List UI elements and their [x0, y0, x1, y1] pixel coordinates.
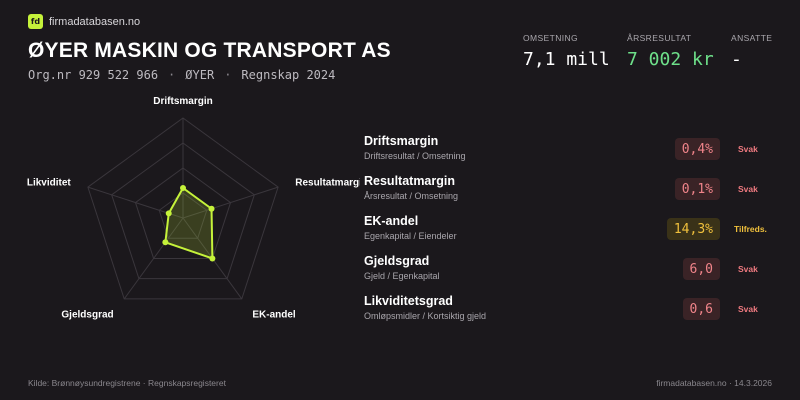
- metric-driftsmargin: Driftsmargin Driftsresultat / Omsetning …: [364, 134, 784, 174]
- radar-axis-line: [123, 217, 184, 300]
- radar-point: [208, 205, 215, 212]
- meta-separator: ·: [224, 68, 232, 82]
- brand-name: firmadatabasen.no: [49, 15, 141, 28]
- company-meta: Org.nr 929 522 966 · ØYER · Regnskap 202…: [28, 68, 335, 82]
- metric-gjeldsgrad: Gjeldsgrad Gjeld / Egenkapital 6,0 Svak: [364, 254, 784, 294]
- metric-status: Svak: [738, 144, 758, 154]
- metric-formula: Årsresultat / Omsetning: [364, 191, 459, 201]
- radar-labels: Driftsmargin Resultatmargin EK-andel Gjelds…: [27, 96, 360, 320]
- meta-separator: ·: [168, 68, 176, 82]
- brand[interactable]: fd firmadatabasen.no: [28, 14, 140, 29]
- metric-status: Svak: [738, 184, 758, 194]
- metric-name: Gjeldsgrad: [364, 254, 430, 268]
- metric-value: 0,1%: [674, 178, 720, 200]
- footer-site-date: firmadatabasen.no · 14.3.2026: [656, 378, 772, 388]
- radar-score-polygon: [164, 186, 214, 260]
- metric-value: 0,4%: [674, 138, 720, 160]
- metric-likviditetsgrad: Likviditetsgrad Omløpsmidler / Kortsikti…: [364, 294, 784, 334]
- radar-axis-label: Driftsmargin: [153, 96, 212, 107]
- kpi-label: ANSATTE: [731, 33, 773, 43]
- kpi-value: 7,1 mill: [523, 49, 610, 70]
- radar-grid: [87, 117, 279, 300]
- radar-axis-label: EK-andel: [252, 309, 296, 320]
- radar-shape: [162, 185, 216, 262]
- radar-point: [180, 185, 186, 191]
- metric-value: 6,0: [682, 258, 720, 280]
- kpi-label: OMSETNING: [523, 33, 579, 43]
- metrics-list: Driftsmargin Driftsresultat / Omsetning …: [364, 134, 784, 334]
- radar-point: [209, 255, 216, 262]
- metric-name: EK-andel: [364, 214, 419, 228]
- metric-value: 0,6: [682, 298, 720, 320]
- metric-formula: Omløpsmidler / Kortsiktig gjeld: [364, 311, 487, 321]
- accounting-period: Regnskap 2024: [241, 68, 336, 82]
- org-number: Org.nr 929 522 966: [28, 68, 159, 82]
- radar-point: [165, 210, 172, 217]
- kpi-arsresultat: ÅRSRESULTAT 7 002 kr: [627, 33, 714, 70]
- radar-axis-label: Gjeldsgrad: [61, 309, 113, 320]
- metric-status: Tilfreds.: [734, 224, 767, 234]
- metric-name: Likviditetsgrad: [364, 294, 453, 308]
- kpi-ansatte: ANSATTE -: [731, 33, 772, 70]
- radar-grid-ring: [111, 142, 255, 280]
- kpi-value: 7 002 kr: [627, 49, 714, 70]
- metric-name: Resultatmargin: [364, 174, 455, 188]
- metric-ek-andel: EK-andel Egenkapital / Eiendeler 14,3% T…: [364, 214, 784, 254]
- brand-logo-icon: fd: [28, 14, 43, 29]
- footer-source: Kilde: Brønnøysundregistrene · Regnskaps…: [28, 378, 226, 388]
- metric-formula: Driftsresultat / Omsetning: [364, 151, 466, 161]
- metric-formula: Gjeld / Egenkapital: [364, 271, 440, 281]
- company-title: ØYER MASKIN OG TRANSPORT AS: [28, 39, 391, 62]
- metric-resultatmargin: Resultatmargin Årsresultat / Omsetning 0…: [364, 174, 784, 214]
- radar-axis-label: Likviditet: [27, 178, 72, 189]
- radar-axis-line: [182, 186, 279, 219]
- kpi-omsetning: OMSETNING 7,1 mill: [523, 33, 610, 70]
- company-place: ØYER: [185, 68, 215, 82]
- radar-grid-ring: [134, 167, 232, 259]
- radar-grid-ring: [158, 192, 208, 239]
- radar-grid-ring: [87, 117, 279, 300]
- kpi-label: ÅRSRESULTAT: [627, 33, 692, 43]
- radar-point: [162, 239, 169, 246]
- metric-formula: Egenkapital / Eiendeler: [364, 231, 457, 241]
- metric-value: 14,3%: [666, 218, 720, 240]
- radar-chart: Driftsmargin Resultatmargin EK-andel Gjelds…: [27, 96, 360, 320]
- metric-name: Driftsmargin: [364, 134, 439, 148]
- metric-status: Svak: [738, 264, 758, 274]
- metric-status: Svak: [738, 304, 758, 314]
- radar-axis-label: Resultatmargin: [295, 178, 360, 189]
- kpi-value: -: [731, 49, 742, 70]
